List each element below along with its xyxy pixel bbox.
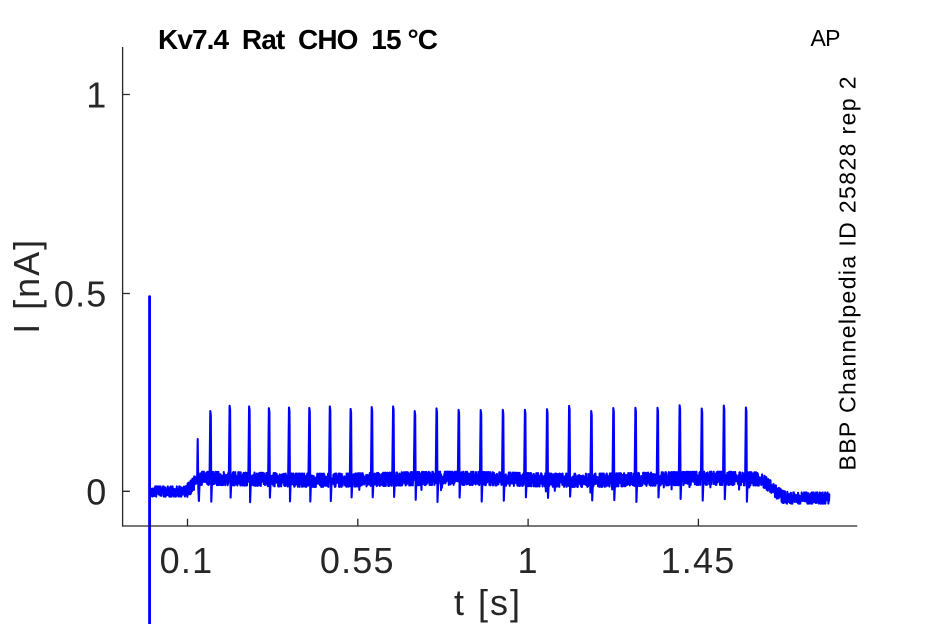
svg-text:0.5: 0.5 — [54, 274, 108, 315]
svg-text:AP: AP — [811, 25, 841, 51]
svg-text:I [nA]: I [nA] — [6, 240, 47, 334]
svg-text:BBP Channelpedia ID 25828 rep: BBP Channelpedia ID 25828 rep 2 — [835, 77, 861, 471]
svg-text:0.55: 0.55 — [320, 540, 395, 581]
svg-text:t [s]: t [s] — [454, 582, 520, 623]
svg-text:1: 1 — [86, 75, 107, 116]
svg-text:0.1: 0.1 — [160, 540, 214, 581]
svg-text:1.45: 1.45 — [661, 540, 736, 581]
svg-text:Kv7.4 Rat CHO 15 °C: Kv7.4 Rat CHO 15 °C — [158, 24, 438, 55]
svg-text:0: 0 — [86, 472, 107, 513]
svg-text:1: 1 — [517, 540, 538, 581]
